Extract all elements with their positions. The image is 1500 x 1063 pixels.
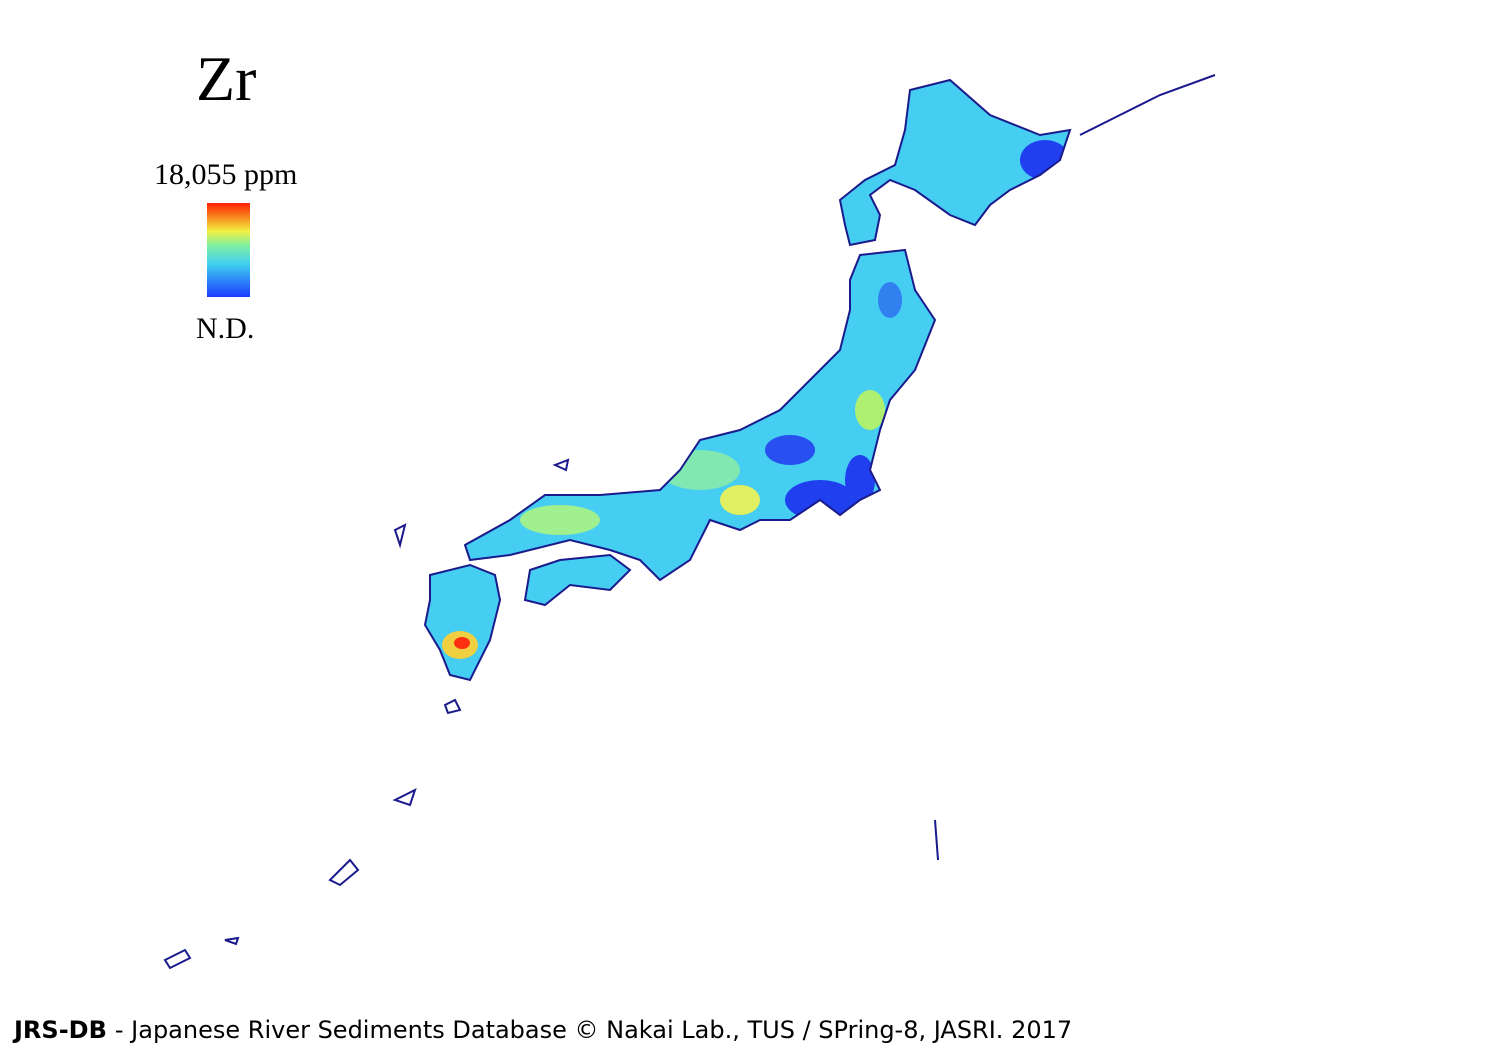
footer-brand: JRS-DB xyxy=(14,1016,107,1044)
footer: JRS-DB - Japanese River Sediments Databas… xyxy=(14,1016,1072,1044)
coastline xyxy=(163,74,1216,970)
concentration-map xyxy=(425,80,1070,680)
legend-colorbar xyxy=(207,203,250,297)
legend-min-label: N.D. xyxy=(196,312,255,345)
legend-max-label: 18,055 ppm xyxy=(154,158,298,191)
element-title: Zr xyxy=(196,43,257,114)
footer-text: - Japanese River Sediments Database © Na… xyxy=(114,1016,1073,1044)
